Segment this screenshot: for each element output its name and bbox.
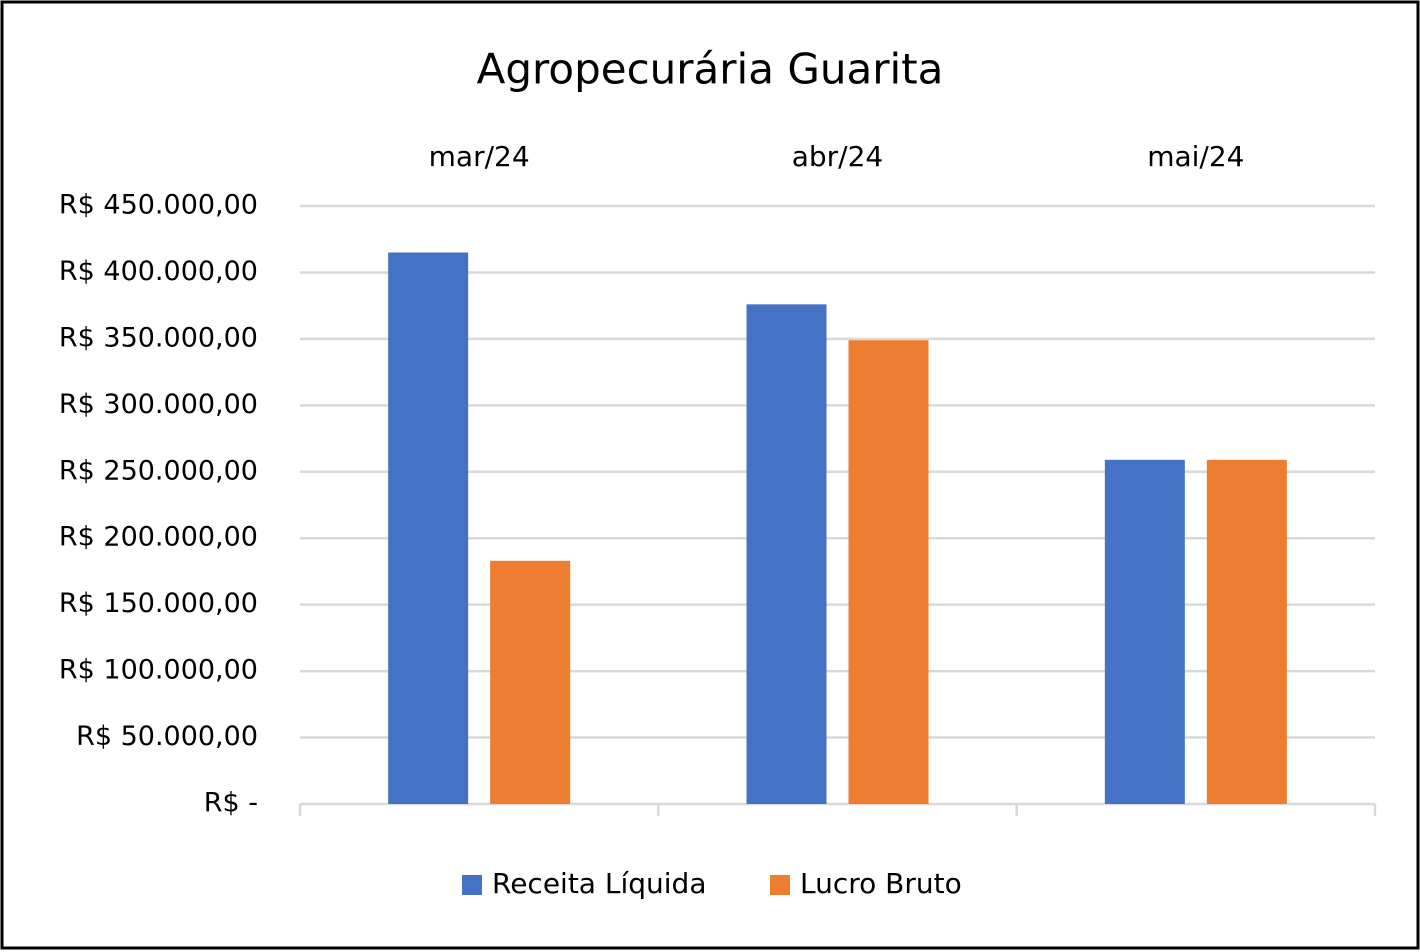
bar <box>388 252 469 804</box>
y-tick-label: R$ 400.000,00 <box>59 256 258 287</box>
bar <box>1104 459 1185 804</box>
y-tick-label: R$ 50.000,00 <box>76 721 258 752</box>
y-tick-label: R$ 200.000,00 <box>59 522 258 553</box>
legend-label: Lucro Bruto <box>800 867 962 900</box>
y-tick-label: R$ 300.000,00 <box>59 389 258 420</box>
y-tick-label: R$ 150.000,00 <box>59 588 258 619</box>
x-tick-label: mar/24 <box>429 140 530 173</box>
legend-swatch <box>462 875 482 895</box>
legend-swatch <box>770 875 790 895</box>
y-tick-label: R$ 450.000,00 <box>59 190 258 221</box>
bar <box>490 560 571 804</box>
x-tick-label: abr/24 <box>792 140 884 173</box>
chart-title: Agropecurária Guarita <box>477 45 944 94</box>
y-tick-label: R$ 250.000,00 <box>59 455 258 486</box>
y-tick-label: R$ 100.000,00 <box>59 655 258 686</box>
y-tick-label: R$ 350.000,00 <box>59 322 258 353</box>
x-tick-label: mai/24 <box>1147 140 1244 173</box>
y-tick-label: R$ - <box>204 788 258 819</box>
bar <box>848 340 929 804</box>
bar <box>746 304 827 804</box>
bar <box>1206 459 1287 804</box>
legend-label: Receita Líquida <box>492 867 706 900</box>
